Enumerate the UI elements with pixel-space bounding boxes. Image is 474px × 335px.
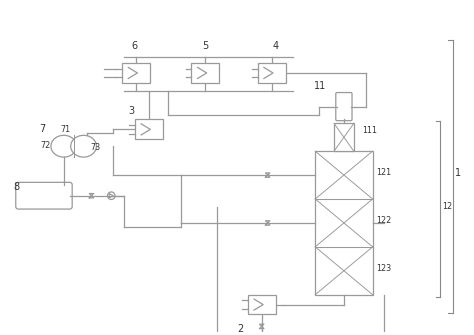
FancyBboxPatch shape [258,63,285,83]
Ellipse shape [51,135,77,157]
Text: 123: 123 [376,264,392,273]
Text: 72: 72 [41,141,51,150]
Text: 3: 3 [128,106,134,116]
FancyBboxPatch shape [122,63,150,83]
Text: 122: 122 [376,216,392,225]
FancyBboxPatch shape [135,120,163,139]
Text: 4: 4 [273,41,279,51]
FancyBboxPatch shape [191,63,219,83]
FancyBboxPatch shape [248,295,275,315]
Text: 73: 73 [91,143,100,152]
Text: 8: 8 [13,182,19,192]
Text: 5: 5 [202,41,209,51]
Text: 6: 6 [131,41,137,51]
Ellipse shape [71,135,96,157]
Text: 121: 121 [376,168,392,177]
FancyBboxPatch shape [16,182,72,209]
Text: 111: 111 [362,126,377,135]
Text: 12: 12 [442,202,452,211]
Text: 71: 71 [61,125,71,134]
Text: 1: 1 [455,169,461,179]
FancyBboxPatch shape [334,123,354,151]
Text: 2: 2 [237,324,243,334]
FancyBboxPatch shape [336,92,352,121]
Text: 11: 11 [314,81,326,91]
FancyBboxPatch shape [315,151,373,295]
Text: 7: 7 [39,124,45,134]
